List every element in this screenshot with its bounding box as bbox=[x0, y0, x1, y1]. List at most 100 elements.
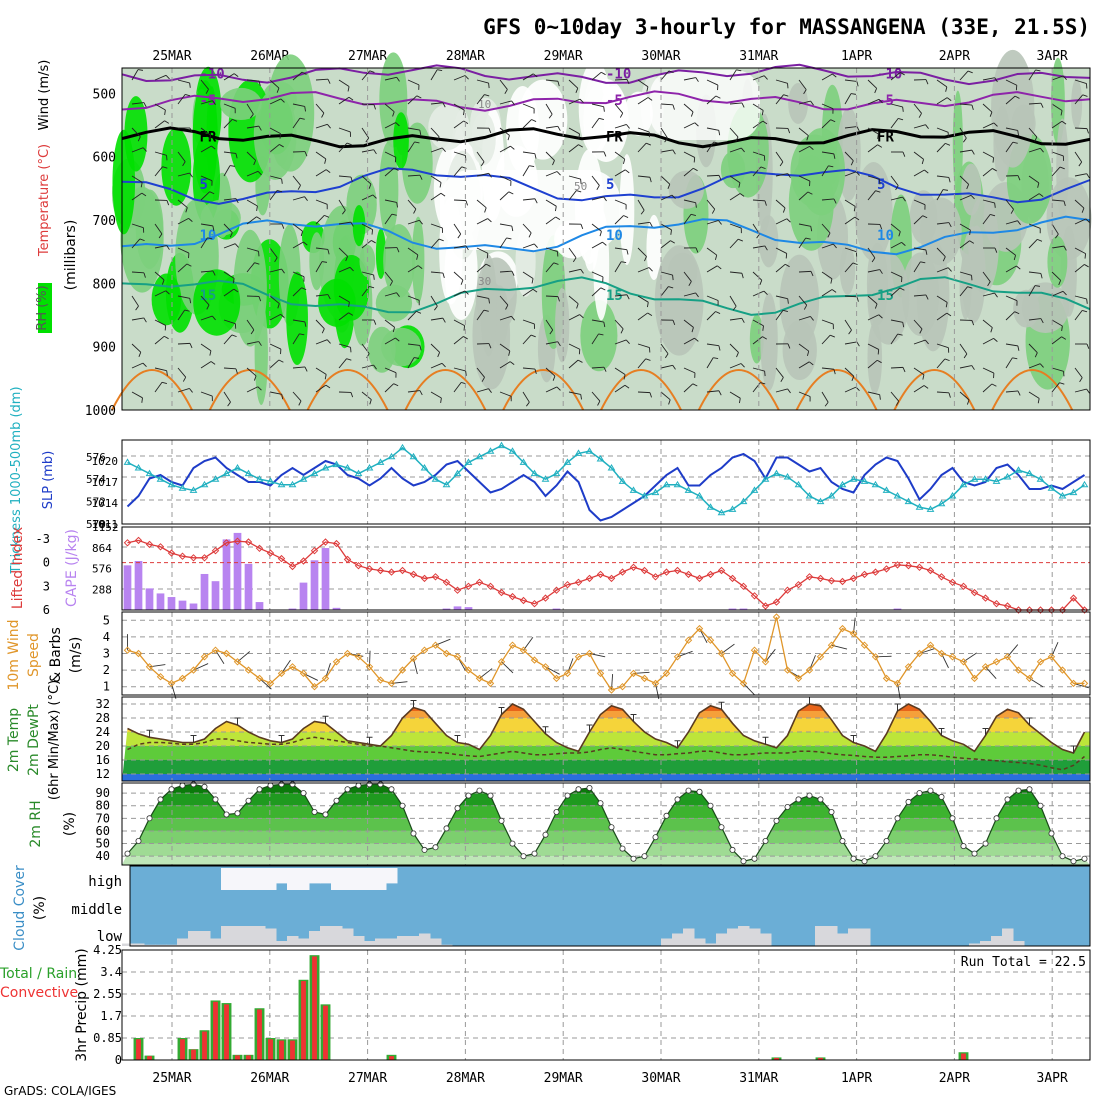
wind-barb bbox=[384, 213, 393, 225]
wind-barb bbox=[430, 238, 440, 249]
wind-barb bbox=[568, 343, 580, 350]
top-date-label: 30MAR bbox=[641, 49, 680, 64]
wind-barb-flag bbox=[764, 371, 766, 377]
wind-barb-flag bbox=[647, 312, 653, 317]
wind-barb-flag bbox=[1010, 209, 1014, 214]
wind-barb bbox=[522, 319, 535, 325]
wind-barb bbox=[177, 94, 186, 105]
wind-barb-flag bbox=[1013, 255, 1017, 261]
rh-line bbox=[127, 783, 1085, 862]
rh-point bbox=[311, 809, 318, 816]
wind-barb-flag bbox=[971, 149, 975, 155]
wind-speed-point bbox=[244, 666, 253, 674]
wind-barb-flag bbox=[463, 325, 466, 331]
wind-barb-flag bbox=[736, 352, 739, 358]
cape-bar bbox=[123, 565, 132, 610]
wind-barb-flag bbox=[1086, 343, 1090, 349]
wind-barb bbox=[568, 175, 581, 180]
wind-barb bbox=[476, 295, 489, 299]
wind-barb bbox=[660, 149, 673, 153]
thickness-point bbox=[761, 475, 770, 482]
wind-barb bbox=[844, 79, 857, 82]
rh-point bbox=[443, 825, 450, 832]
rh-point bbox=[124, 850, 131, 857]
low-cloud-bar bbox=[419, 933, 431, 946]
wind-barb-flag bbox=[994, 202, 996, 208]
temp-tick-label: 28 bbox=[96, 711, 110, 725]
wind-barb bbox=[844, 341, 857, 345]
wind-barb-flag bbox=[366, 353, 370, 359]
wind-speed-point bbox=[156, 672, 165, 681]
wind-barb bbox=[913, 294, 926, 297]
cape-tick-label: 288 bbox=[92, 583, 112, 596]
wind-barb bbox=[430, 223, 443, 229]
temp-tick-label: 20 bbox=[96, 739, 110, 753]
wind-barb-flag bbox=[229, 232, 233, 238]
wind-barb-flag bbox=[1035, 69, 1041, 72]
wind-barb-flag bbox=[158, 233, 163, 239]
wind-barb bbox=[936, 267, 949, 273]
wind-barb bbox=[131, 317, 144, 321]
wind-barb-flag bbox=[690, 213, 697, 217]
wind-barb-flag bbox=[991, 383, 997, 387]
rh-band bbox=[122, 843, 1090, 857]
wind-barb-flag bbox=[760, 166, 766, 170]
wind-barb-flag bbox=[994, 77, 998, 83]
wind-barb-flag bbox=[464, 75, 469, 80]
wind-barb-flag bbox=[465, 200, 468, 206]
cape-tick-label: 864 bbox=[92, 542, 112, 555]
wind-barb-flag bbox=[1040, 318, 1044, 324]
wind-barb bbox=[913, 124, 926, 129]
temperature-line bbox=[127, 703, 1086, 754]
wind-speed-point bbox=[1036, 658, 1045, 666]
wind-barb bbox=[729, 102, 742, 105]
wind-barb-flag bbox=[875, 190, 881, 193]
wind-barb-flag bbox=[389, 281, 393, 286]
wind-barb bbox=[683, 367, 696, 374]
wind-barb-flag bbox=[990, 327, 993, 333]
top-date-label: 1APR bbox=[841, 49, 872, 64]
wind-barb bbox=[545, 295, 559, 298]
wind-barb bbox=[200, 223, 213, 227]
wind-barb-flag bbox=[622, 158, 626, 165]
warm-isotherm bbox=[893, 369, 976, 411]
wind-barb-flag bbox=[135, 305, 139, 311]
wind-barb bbox=[890, 391, 900, 402]
wind-barb-flag bbox=[373, 149, 377, 155]
bottom-date-label: 26MAR bbox=[250, 1071, 289, 1086]
top-date-axis: 25MAR 26MAR 27MAR 28MAR 29MAR 30MAR 31MAR 1APR 2… bbox=[152, 49, 1068, 64]
thickness-point bbox=[365, 464, 374, 471]
wind-barb bbox=[660, 194, 673, 201]
rh-contour-region bbox=[309, 232, 325, 291]
wind-barb-flag bbox=[300, 231, 304, 237]
wind-barb-flag bbox=[787, 128, 791, 134]
precip-convective-bar bbox=[323, 1005, 328, 1060]
thickness-point bbox=[167, 480, 176, 488]
wind-barb-flag bbox=[209, 191, 215, 195]
wind-barb-flag bbox=[533, 243, 538, 248]
lifted-index-point bbox=[981, 594, 990, 602]
wind-barb-flag bbox=[695, 292, 699, 298]
wind-barb-flag bbox=[780, 377, 784, 382]
wind-barb-flag bbox=[488, 388, 492, 393]
panel-frame bbox=[121, 439, 1091, 525]
wind-barb bbox=[683, 271, 692, 282]
wind-barb-flag bbox=[392, 327, 396, 333]
thickness-point bbox=[321, 464, 330, 471]
cape-bar bbox=[332, 607, 341, 610]
wind-speed-point bbox=[519, 646, 528, 654]
wind-barb-flag bbox=[741, 147, 745, 153]
wind-barb-flag bbox=[735, 136, 739, 142]
wind-barb bbox=[614, 103, 624, 114]
pressure-tick-label: 700 bbox=[93, 214, 116, 229]
thickness-point bbox=[959, 480, 968, 488]
thickness-point bbox=[849, 475, 858, 482]
thickness-point bbox=[1025, 469, 1034, 477]
thickness-point bbox=[1058, 492, 1067, 499]
wind-barb bbox=[200, 361, 212, 369]
wind-barb-flag bbox=[828, 165, 834, 168]
wind-barb bbox=[867, 343, 879, 350]
wind-barb-flag bbox=[1040, 273, 1043, 279]
wind-barb bbox=[545, 199, 557, 207]
